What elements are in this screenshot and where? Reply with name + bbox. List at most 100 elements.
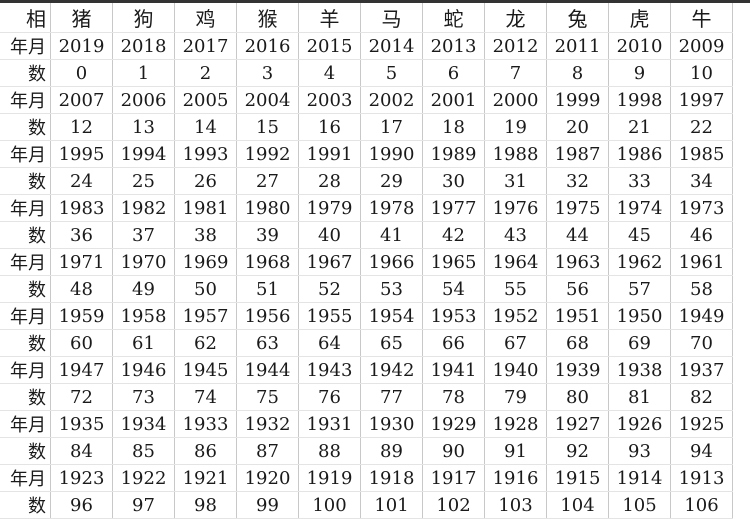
year-cell: 1985 — [670, 140, 733, 168]
age-cell: 66 — [422, 329, 485, 357]
age-cell: 84 — [50, 437, 113, 465]
age-cell: 91 — [484, 437, 547, 465]
year-cell: 1980 — [236, 194, 299, 222]
age-cell: 39 — [236, 221, 299, 249]
year-cell: 1944 — [236, 356, 299, 384]
year-cell: 1954 — [360, 302, 423, 330]
year-cell: 1994 — [112, 140, 175, 168]
year-cell: 1965 — [422, 248, 485, 276]
age-cell: 89 — [360, 437, 423, 465]
age-cell: 80 — [546, 383, 609, 411]
age-cell: 29 — [360, 167, 423, 195]
year-cell: 1955 — [298, 302, 361, 330]
age-cell: 34 — [670, 167, 733, 195]
year-cell: 1917 — [422, 464, 485, 492]
row-label: 数 — [0, 491, 51, 519]
age-cell: 40 — [298, 221, 361, 249]
age-cell: 43 — [484, 221, 547, 249]
zodiac-header: 牛 — [670, 3, 733, 33]
row-label: 数 — [0, 383, 51, 411]
age-cell: 31 — [484, 167, 547, 195]
zodiac-header: 猴 — [236, 3, 299, 33]
row-label: 数 — [0, 167, 51, 195]
age-cell: 56 — [546, 275, 609, 303]
age-cell: 13 — [112, 113, 175, 141]
age-cell: 78 — [422, 383, 485, 411]
year-row: 年月 1935 1934 1933 1932 1931 1930 1929 1928 1927 19… — [0, 410, 733, 438]
year-row: 年月 1971 1970 1969 1968 1967 1966 1965 1964 1963 19… — [0, 248, 733, 276]
year-cell: 2016 — [236, 32, 299, 60]
row-label: 数 — [0, 59, 51, 87]
age-cell: 15 — [236, 113, 299, 141]
age-cell: 44 — [546, 221, 609, 249]
zodiac-header: 猪 — [50, 3, 113, 33]
row-label: 年月 — [0, 86, 51, 114]
age-cell: 63 — [236, 329, 299, 357]
year-cell: 2003 — [298, 86, 361, 114]
year-cell: 1964 — [484, 248, 547, 276]
row-label: 年月 — [0, 32, 51, 60]
year-row: 年月 1995 1994 1993 1992 1991 1990 1989 1988 1987 19… — [0, 140, 733, 168]
year-cell: 1942 — [360, 356, 423, 384]
year-cell: 1925 — [670, 410, 733, 438]
age-cell: 30 — [422, 167, 485, 195]
zodiac-header: 兔 — [546, 3, 609, 33]
year-cell: 1949 — [670, 302, 733, 330]
age-cell: 58 — [670, 275, 733, 303]
age-cell: 93 — [608, 437, 671, 465]
year-cell: 1991 — [298, 140, 361, 168]
year-cell: 1971 — [50, 248, 113, 276]
age-row: 数 48 49 50 51 52 53 54 55 56 57 58 — [0, 275, 733, 303]
zodiac-header: 狗 — [112, 3, 175, 33]
year-cell: 1983 — [50, 194, 113, 222]
age-cell: 101 — [360, 491, 423, 519]
year-cell: 1992 — [236, 140, 299, 168]
year-cell: 1979 — [298, 194, 361, 222]
year-cell: 1950 — [608, 302, 671, 330]
year-cell: 1914 — [608, 464, 671, 492]
year-row: 年月 1983 1982 1981 1980 1979 1978 1977 1976 1975 19… — [0, 194, 733, 222]
year-cell: 1993 — [174, 140, 237, 168]
year-cell: 1977 — [422, 194, 485, 222]
age-cell: 38 — [174, 221, 237, 249]
year-cell: 1918 — [360, 464, 423, 492]
year-cell: 1961 — [670, 248, 733, 276]
row-label: 数 — [0, 275, 51, 303]
age-cell: 2 — [174, 59, 237, 87]
year-cell: 1999 — [546, 86, 609, 114]
year-cell: 1978 — [360, 194, 423, 222]
age-cell: 17 — [360, 113, 423, 141]
age-cell: 94 — [670, 437, 733, 465]
age-cell: 20 — [546, 113, 609, 141]
row-label: 年月 — [0, 194, 51, 222]
year-cell: 1959 — [50, 302, 113, 330]
year-cell: 1990 — [360, 140, 423, 168]
year-cell: 2019 — [50, 32, 113, 60]
year-cell: 1976 — [484, 194, 547, 222]
year-cell: 1963 — [546, 248, 609, 276]
age-cell: 37 — [112, 221, 175, 249]
age-cell: 22 — [670, 113, 733, 141]
year-cell: 1915 — [546, 464, 609, 492]
year-cell: 1956 — [236, 302, 299, 330]
year-cell: 1973 — [670, 194, 733, 222]
age-row: 数 0 1 2 3 4 5 6 7 8 9 10 — [0, 59, 733, 87]
year-row: 年月 2007 2006 2005 2004 2003 2002 2001 2000 1999 19… — [0, 86, 733, 114]
row-label: 年月 — [0, 248, 51, 276]
year-cell: 2017 — [174, 32, 237, 60]
age-cell: 33 — [608, 167, 671, 195]
age-cell: 54 — [422, 275, 485, 303]
year-cell: 2013 — [422, 32, 485, 60]
row-label: 数 — [0, 113, 51, 141]
year-cell: 1919 — [298, 464, 361, 492]
age-cell: 67 — [484, 329, 547, 357]
year-cell: 1957 — [174, 302, 237, 330]
age-cell: 45 — [608, 221, 671, 249]
year-cell: 1975 — [546, 194, 609, 222]
year-row: 年月 1959 1958 1957 1956 1955 1954 1953 1952 1951 19… — [0, 302, 733, 330]
age-cell: 97 — [112, 491, 175, 519]
age-cell: 19 — [484, 113, 547, 141]
age-cell: 26 — [174, 167, 237, 195]
year-cell: 1988 — [484, 140, 547, 168]
zodiac-header: 羊 — [298, 3, 361, 33]
